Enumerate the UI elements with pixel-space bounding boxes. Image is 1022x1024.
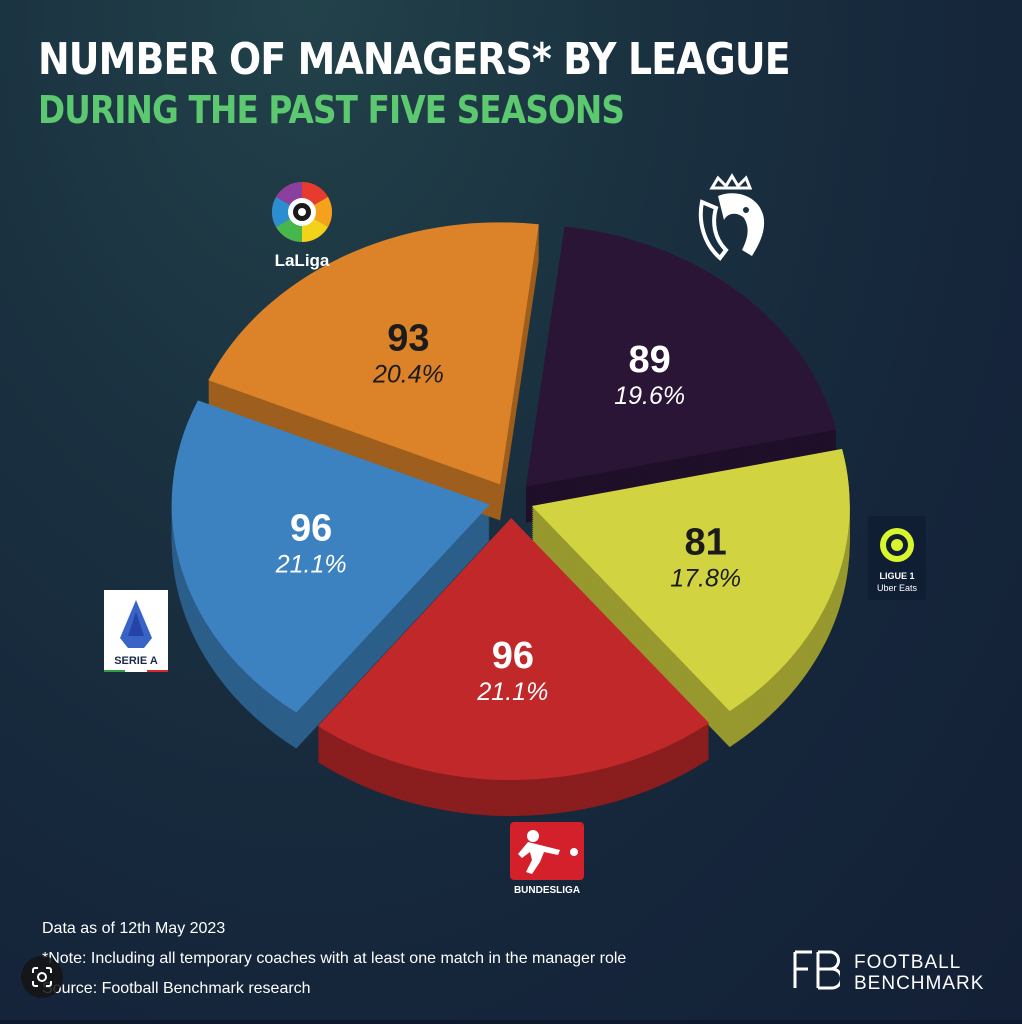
value-label-seriea: 96 — [290, 508, 332, 550]
football-benchmark-brand: FOOTBALL BENCHMARK — [792, 950, 984, 996]
percent-label-bundesliga: 21.1% — [476, 678, 548, 706]
seriea-a-icon — [120, 600, 152, 648]
fb-monogram-icon — [792, 950, 843, 996]
chart-title: NUMBER OF MANAGERS* BY LEAGUE — [38, 34, 791, 85]
lens-search-button[interactable] — [21, 956, 63, 998]
value-label-bundesliga: 96 — [492, 635, 534, 677]
chart-subtitle: DURING THE PAST FIVE SEASONS — [38, 88, 625, 132]
value-label-ligue1: 81 — [685, 522, 727, 564]
brand-name: FOOTBALL BENCHMARK — [854, 952, 984, 994]
brand-name-line2: BENCHMARK — [854, 973, 985, 994]
value-label-premier-league: 89 — [629, 339, 671, 381]
value-label-laliga: 93 — [387, 317, 429, 359]
bundesliga-player-icon — [518, 830, 578, 874]
ligue1-sponsor-text: Uber Eats — [877, 583, 918, 593]
pie-slice-bundesliga — [317, 518, 710, 781]
bundesliga-logo: BUNDESLIGA — [510, 822, 584, 896]
pie-slice-seriea — [171, 400, 490, 713]
pie-slice-premier-league — [525, 226, 837, 487]
ligue1-logo: LIGUE 1 Uber Eats — [868, 516, 926, 600]
laliga-logo: LaLiga — [271, 182, 333, 270]
percent-label-seriea: 21.1% — [275, 551, 347, 579]
ligue1-ball-icon — [880, 528, 914, 562]
ligue1-logo-text: LIGUE 1 — [879, 571, 914, 581]
seriea-logo-text: SERIE A — [114, 655, 158, 667]
percent-label-laliga: 20.4% — [372, 360, 444, 388]
pie-slice-ligue1 — [531, 448, 850, 712]
laliga-flower-icon — [271, 182, 333, 242]
data-date-note: Data as of 12th May 2023 — [42, 920, 226, 937]
seriea-logo: SERIE A — [104, 590, 168, 672]
brand-name-line1: FOOTBALL — [854, 952, 962, 973]
lens-icon — [32, 967, 52, 987]
percent-label-ligue1: 17.8% — [670, 565, 741, 593]
pie-slice-laliga — [208, 222, 539, 485]
percent-label-premier-league: 19.6% — [614, 382, 685, 410]
bottom-edge-bar — [0, 1020, 1022, 1024]
laliga-logo-text: LaLiga — [275, 251, 330, 270]
footnotes: Data as of 12th May 2023 *Note: Includin… — [42, 914, 626, 1004]
source-note: Source: Football Benchmark research — [42, 980, 311, 997]
premier-league-lion-icon — [698, 173, 765, 261]
manager-definition-note: *Note: Including all temporary coaches w… — [42, 950, 627, 967]
bundesliga-logo-text: BUNDESLIGA — [514, 885, 580, 896]
